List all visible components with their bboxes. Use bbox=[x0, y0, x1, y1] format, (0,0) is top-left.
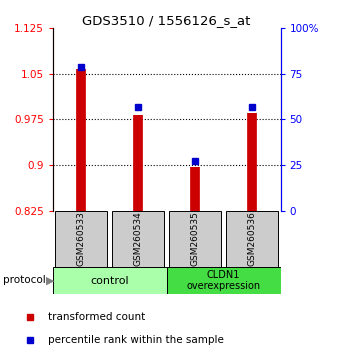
Text: GSM260535: GSM260535 bbox=[191, 211, 200, 267]
Text: control: control bbox=[90, 275, 129, 286]
Text: ▶: ▶ bbox=[46, 275, 54, 285]
FancyBboxPatch shape bbox=[167, 267, 280, 294]
FancyBboxPatch shape bbox=[53, 267, 167, 294]
Text: protocol: protocol bbox=[3, 275, 46, 285]
Text: GSM260534: GSM260534 bbox=[134, 212, 142, 266]
FancyBboxPatch shape bbox=[169, 211, 221, 267]
Text: percentile rank within the sample: percentile rank within the sample bbox=[48, 335, 224, 346]
FancyBboxPatch shape bbox=[226, 211, 278, 267]
Text: GSM260536: GSM260536 bbox=[248, 211, 256, 267]
Title: GDS3510 / 1556126_s_at: GDS3510 / 1556126_s_at bbox=[82, 14, 251, 27]
Text: GSM260533: GSM260533 bbox=[77, 211, 86, 267]
FancyBboxPatch shape bbox=[55, 211, 107, 267]
FancyBboxPatch shape bbox=[112, 211, 164, 267]
Text: transformed count: transformed count bbox=[48, 312, 146, 322]
Text: CLDN1
overexpression: CLDN1 overexpression bbox=[186, 270, 261, 291]
